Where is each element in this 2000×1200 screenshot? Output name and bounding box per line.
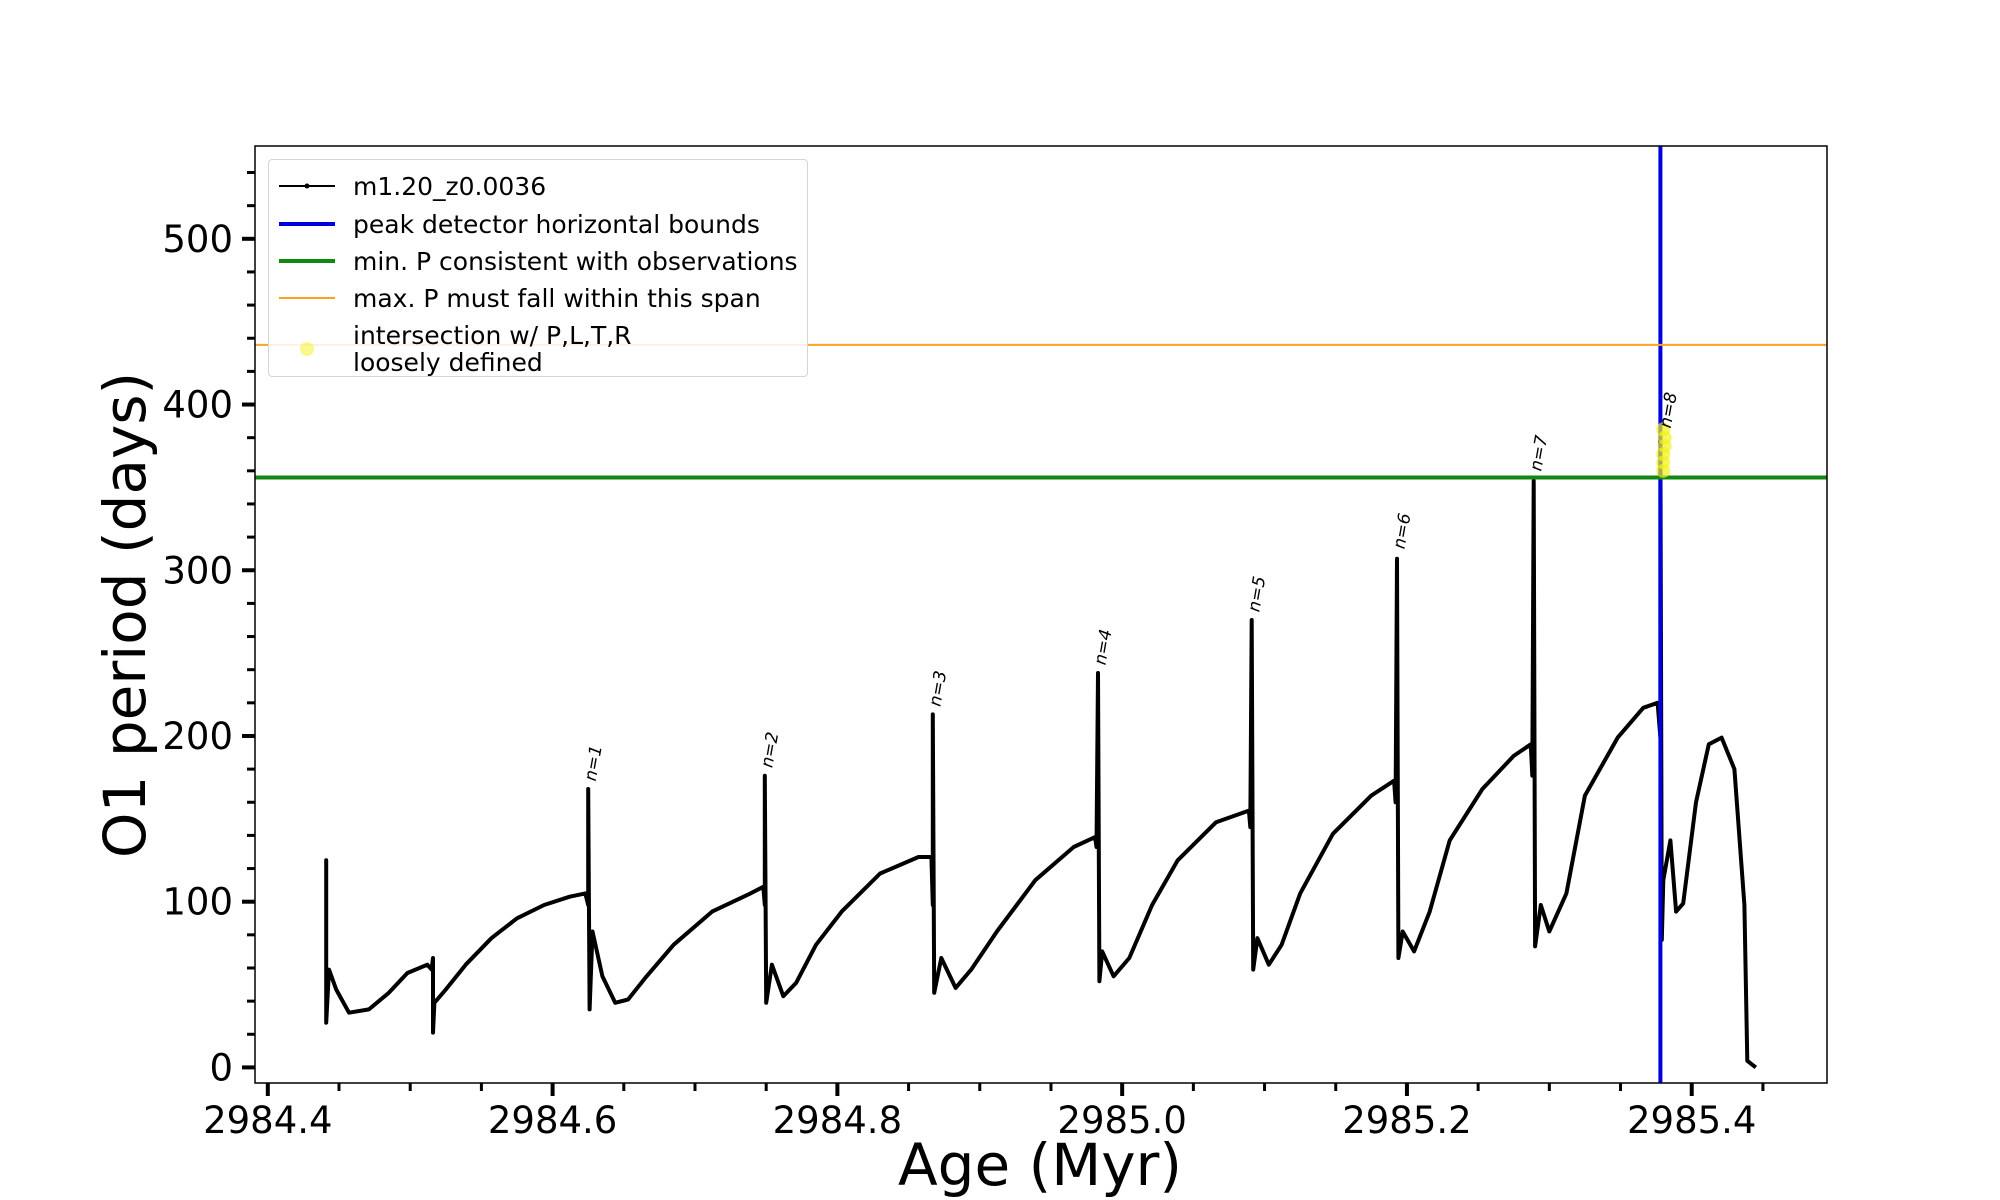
annotation: n=7 (1526, 434, 1552, 473)
legend-entry: max. P must fall within this span (279, 284, 761, 312)
x-tick-label: 2985.4 (1627, 1099, 1756, 1142)
y-tick-label: 500 (162, 218, 233, 261)
annotation: n=5 (1244, 575, 1270, 614)
y-tick-label: 0 (209, 1046, 233, 1089)
y-tick-label: 200 (162, 715, 233, 758)
y-tick-label: 100 (162, 881, 233, 924)
x-tick-label: 2985.2 (1342, 1099, 1471, 1142)
legend-dot (304, 183, 310, 189)
legend-handle (279, 259, 335, 263)
legend-label: peak detector horizontal bounds (353, 209, 760, 239)
legend-entry: intersection w/ P,L,T,R loosely defined (279, 322, 632, 376)
y-tick-label: 400 (162, 384, 233, 427)
data-line (324, 435, 1758, 1069)
y-tick-label: 300 (162, 549, 233, 592)
plot-frame (254, 145, 1828, 1084)
annotation: n=6 (1390, 512, 1416, 551)
x-tick-label: 2985.0 (1057, 1099, 1186, 1142)
intersection-point (1656, 422, 1671, 437)
legend-label: m1.20_z0.0036 (353, 171, 547, 201)
y-axis-label: O1 period (days) (91, 372, 159, 858)
legend-label: intersection w/ P,L,T,R loosely defined (353, 321, 632, 377)
legend-handle (300, 342, 314, 356)
x-tick-label: 2984.8 (773, 1099, 902, 1142)
legend-entry: m1.20_z0.0036 (279, 172, 546, 200)
annotation: n=2 (757, 731, 783, 770)
legend-handle (279, 297, 335, 299)
x-tick-label: 2984.4 (203, 1099, 332, 1142)
x-axis-label: Age (Myr) (898, 1131, 1182, 1199)
legend-entry: peak detector horizontal bounds (279, 210, 760, 238)
legend-label: max. P must fall within this span (353, 283, 761, 313)
annotation: n=1 (581, 744, 607, 783)
legend-entry: min. P consistent with observations (279, 247, 798, 275)
legend-handle (279, 183, 335, 189)
legend-label: min. P consistent with observations (353, 246, 798, 276)
annotation: n=4 (1091, 628, 1117, 667)
annotation: n=3 (925, 669, 951, 708)
x-tick-label: 2984.6 (488, 1099, 617, 1142)
legend-handle (279, 222, 335, 226)
legend-dot (300, 342, 314, 356)
